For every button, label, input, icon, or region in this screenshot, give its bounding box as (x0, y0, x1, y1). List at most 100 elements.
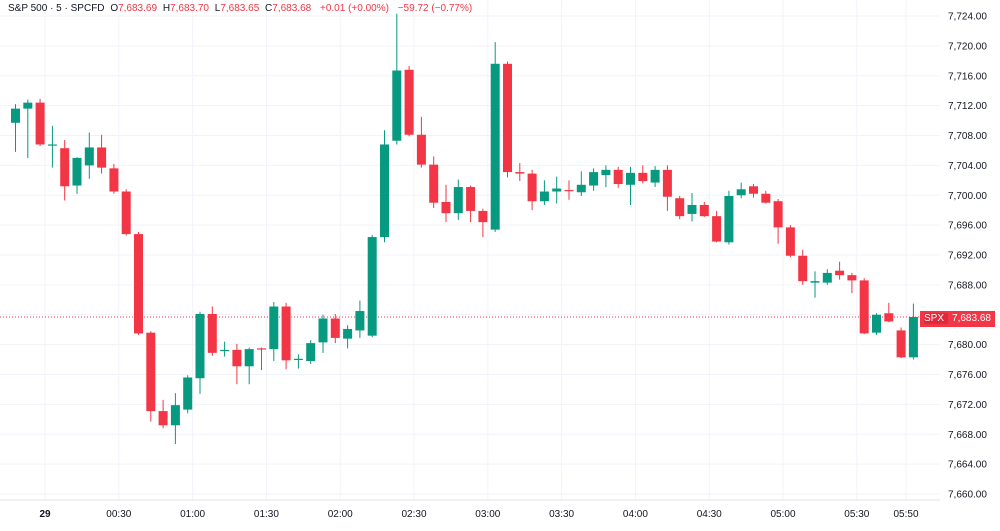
low-value: 7,683.65 (220, 3, 260, 14)
candle-body (650, 169, 660, 183)
candle-body (367, 237, 377, 336)
candle-up (23, 99, 33, 158)
candle-down (613, 166, 623, 188)
candle-down (158, 399, 168, 429)
candle-down (798, 249, 808, 285)
candle-body (380, 144, 389, 238)
candle-body (613, 169, 623, 185)
candle-body (601, 169, 611, 176)
price-tick-label: 7,724.00 (948, 12, 987, 23)
high-value: 7,683.70 (170, 3, 209, 14)
candle-body (343, 328, 353, 339)
candle-down (564, 180, 574, 200)
time-tick-label: 03:30 (549, 509, 574, 520)
candle-down (478, 208, 488, 238)
candle-body (736, 189, 746, 196)
candle-up (736, 182, 746, 199)
candle-up (872, 313, 881, 335)
candle-body (429, 164, 439, 203)
price-tick-label: 7,668.00 (948, 430, 987, 441)
candle-body (158, 411, 168, 426)
high-label: H (162, 3, 171, 14)
candle-down (503, 61, 512, 178)
candle-body (318, 318, 328, 343)
candle-down (527, 169, 537, 211)
candle-body (60, 148, 70, 187)
candle-body (109, 168, 119, 192)
candle-up (11, 104, 20, 152)
candle-up (601, 165, 611, 188)
candle-down (134, 231, 143, 335)
time-tick-label: 02:30 (402, 509, 427, 520)
candle-body (576, 184, 586, 193)
candle-body (195, 314, 205, 379)
last-price-tag: SPX 7,683.68 (920, 311, 995, 327)
open-value: 7,683.69 (118, 3, 158, 14)
price-tick-label: 7,720.00 (948, 41, 987, 52)
candle-down (712, 210, 722, 243)
candle-down (699, 201, 709, 217)
candle-down (749, 184, 758, 198)
candle-up (687, 193, 697, 222)
candle-up (810, 271, 820, 298)
candle-body (626, 172, 635, 185)
symbol-title[interactable]: S&P 500 · 5 · SPCFD (8, 3, 105, 14)
candle-body (97, 147, 107, 168)
candle-down (146, 331, 156, 422)
candle-down (257, 347, 266, 371)
open-label: O (110, 3, 119, 14)
candle-down (429, 156, 439, 208)
candle-down (207, 306, 217, 356)
candle-body (896, 330, 906, 358)
price-tick-label: 7,680.00 (948, 340, 987, 351)
price-tick-label: 7,688.00 (948, 280, 987, 291)
candle-body (466, 187, 476, 211)
candle-up (306, 340, 316, 365)
candle-down (896, 327, 906, 359)
candle-down (330, 314, 340, 344)
bar-change: +0.01 (+0.00%) (320, 3, 389, 14)
candle-down (662, 165, 672, 211)
last-price-symbol: SPX (924, 313, 949, 324)
candle-body (355, 311, 365, 331)
time-tick-label: 29 (39, 509, 51, 520)
session-change: −59.72 (−0.77%) (397, 3, 473, 14)
time-axis[interactable]: 29 00:30 01:00 01:30 02:00 02:30 03:00 03:30 04:… (39, 509, 919, 520)
candle-down (515, 163, 525, 182)
candle-body (785, 227, 795, 256)
candle-up (626, 166, 635, 205)
candle-body (404, 69, 414, 135)
candle-up (355, 300, 365, 338)
close-value: 7,683.68 (272, 3, 312, 14)
price-axis[interactable]: 7,724.00 7,720.00 7,716.00 7,712.00 7,708.00… (948, 12, 987, 501)
candle-down (466, 185, 476, 223)
candle-up (244, 347, 254, 385)
candle-down (675, 195, 685, 220)
candle-body (822, 272, 832, 283)
candle-up (170, 393, 180, 444)
candle-down (835, 261, 845, 280)
candle-up (724, 190, 734, 245)
candle-up (220, 341, 230, 357)
candle-down (761, 190, 771, 204)
candle-up (343, 325, 353, 349)
price-tick-label: 7,704.00 (948, 161, 987, 172)
last-price-value: 7,683.68 (952, 313, 991, 324)
candle-body (589, 172, 599, 186)
candle-body (244, 349, 254, 367)
low-label: L (214, 3, 221, 14)
candle-up (47, 125, 57, 168)
time-tick-label: 01:00 (180, 509, 205, 520)
price-tick-label: 7,708.00 (948, 131, 987, 142)
candle-up (539, 180, 549, 205)
candle-body (687, 204, 697, 214)
candle-up (318, 314, 328, 353)
time-tick-label: 04:00 (623, 509, 648, 520)
candle-body (539, 191, 549, 202)
candle-up (72, 157, 82, 194)
candle-body (761, 193, 771, 203)
candle-body (884, 313, 894, 322)
candle-up (84, 132, 94, 179)
candle-up (195, 311, 205, 394)
